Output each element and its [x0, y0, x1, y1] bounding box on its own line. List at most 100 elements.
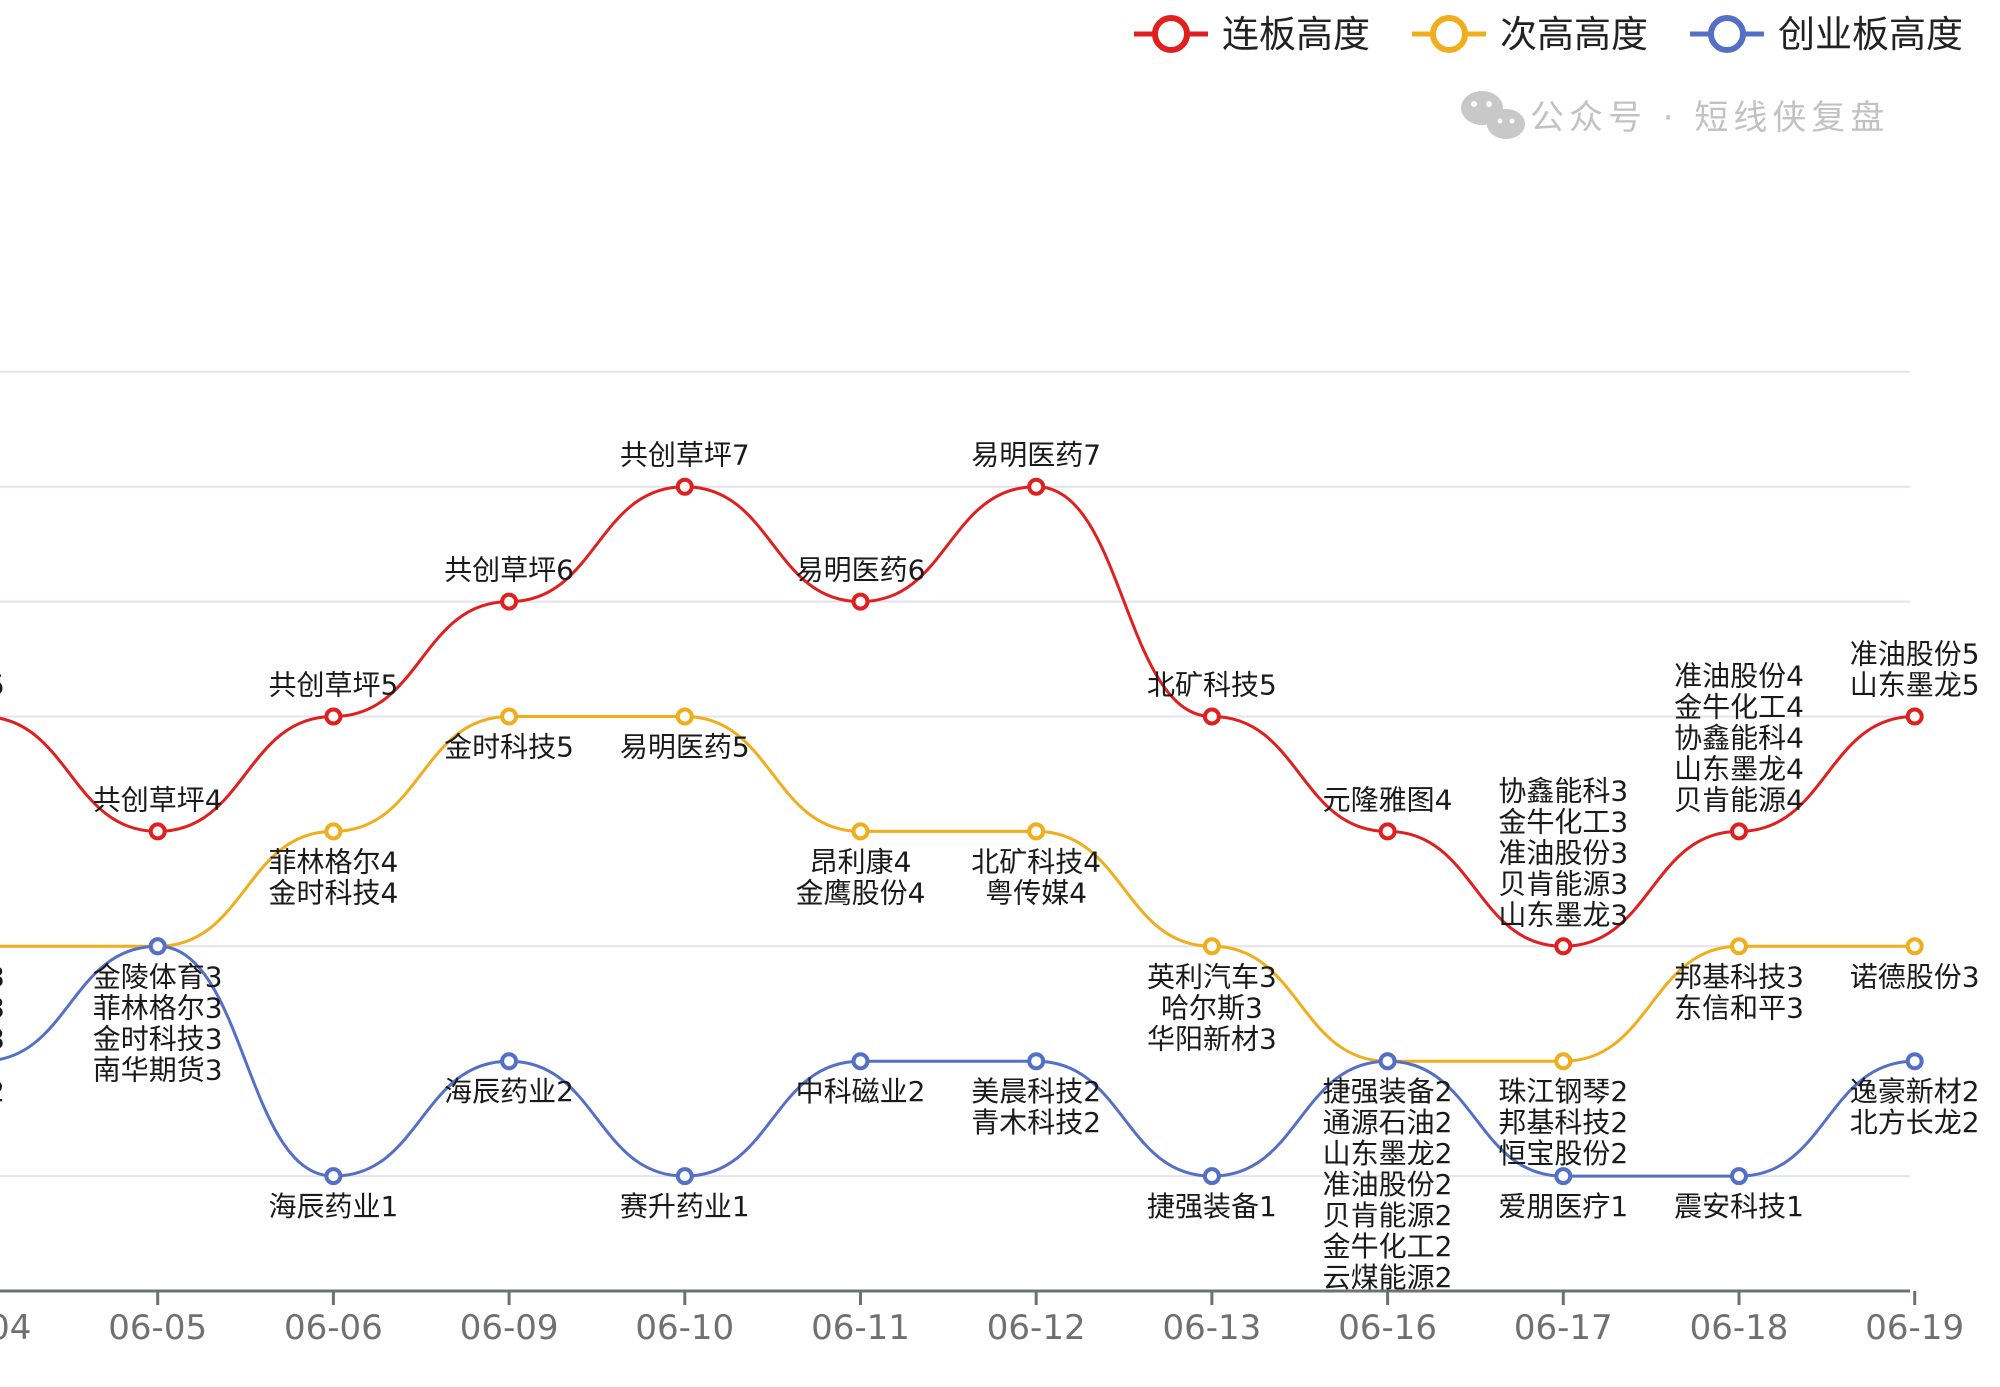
data-point-gem-0617[interactable]: [1554, 1167, 1573, 1186]
data-label-line: 粤传媒4: [985, 876, 1087, 909]
data-label-line: 海辰药业1: [268, 1190, 398, 1223]
legend-label-gem: 创业板高度: [1778, 13, 1963, 56]
data-label-gem-0618: 震安科技1: [1674, 1190, 1804, 1223]
x-tick-label-0613: 06-13: [1163, 1308, 1262, 1348]
data-point-limit-up-0605[interactable]: [148, 822, 167, 841]
data-label-line: 协鑫能科3: [1498, 774, 1628, 807]
data-point-limit-up-0612[interactable]: [1027, 477, 1046, 496]
data-label-line: 易明医药7: [971, 439, 1101, 472]
data-label-line: 东信和平3: [1674, 991, 1804, 1024]
data-point-second-0617[interactable]: [1554, 1052, 1573, 1071]
data-label-gem-0610: 赛升药业1: [620, 1190, 750, 1223]
data-point-gem-0605[interactable]: [148, 937, 167, 956]
data-label-gem-0616: 捷强装备2 通源石油2 山东墨龙2 准油股份2 贝肯能源2 金牛化工2 云煤能源2: [1323, 1075, 1453, 1294]
data-label-line: 云煤能源2: [1323, 1261, 1453, 1294]
data-label-limit-up-0619: 准油股份5 山东墨龙5: [1850, 638, 1980, 702]
data-label-line: 菲林格尔3: [93, 991, 223, 1024]
data-label-second-0618: 邦基科技3 东信和平3: [1674, 960, 1804, 1024]
data-label-line: 捷强装备2: [1323, 1075, 1453, 1108]
x-tick-label-0619: 06-19: [1865, 1308, 1964, 1348]
data-label-line: 德3: [0, 1022, 5, 1055]
x-tick-label-0612: 06-12: [987, 1308, 1086, 1348]
data-label-line: 准油股份2: [1323, 1168, 1453, 1201]
data-label-gem-0611: 中科磁业2: [796, 1075, 926, 1108]
data-point-gem-0609[interactable]: [500, 1052, 519, 1071]
data-label-line: 哈尔斯3: [1161, 991, 1263, 1024]
legend-label-limit-up: 连板高度: [1222, 13, 1370, 56]
data-label-limit-up-0604: 份5: [0, 669, 5, 702]
data-label-line: 坪3: [0, 991, 5, 1024]
data-point-gem-0619[interactable]: [1905, 1052, 1924, 1071]
data-label-limit-up-0606: 共创草坪5: [268, 669, 398, 702]
data-label-line: 准油股份4: [1674, 659, 1804, 692]
data-point-limit-up-0618[interactable]: [1730, 822, 1748, 841]
x-tick-label-0610: 06-10: [635, 1308, 734, 1348]
x-tick-label-0618: 06-18: [1690, 1308, 1789, 1348]
data-label-line: 协鑫能科4: [1674, 721, 1804, 754]
data-label-line: 英利汽车3: [1147, 960, 1277, 993]
data-point-second-0619[interactable]: [1905, 937, 1924, 956]
data-point-second-0618[interactable]: [1730, 937, 1748, 956]
data-label-line: 中科磁业2: [796, 1075, 926, 1108]
data-label-limit-up-0609: 共创草坪6: [444, 554, 574, 587]
watermark-text: 公众号 · 短线侠复盘: [1530, 98, 1889, 138]
x-tick-label-0611: 06-11: [811, 1308, 910, 1348]
data-point-gem-0611[interactable]: [851, 1052, 870, 1071]
data-label-gem-0613: 捷强装备1: [1147, 1190, 1277, 1223]
data-label-second-0619: 诺德股份3: [1850, 960, 1980, 993]
x-tick-label-0616: 06-16: [1338, 1308, 1437, 1348]
data-labels: 份5 共创草坪4 共创草坪5 共创草坪6 共创草坪7 易明医药6 易明医药7 北矿科技5 元隆雅…: [0, 439, 1980, 1294]
legend-item-gem[interactable]: 创业板高度: [1690, 13, 1963, 56]
data-label-line: 贝肯能源3: [1498, 867, 1628, 900]
x-tick-label-0604: 06-04: [0, 1308, 31, 1348]
data-label-second-0612: 北矿科技4 粤传媒4: [971, 845, 1101, 909]
data-point-second-0611[interactable]: [851, 822, 870, 841]
data-point-limit-up-0613[interactable]: [1202, 707, 1221, 726]
data-label-line: 捷强装备1: [1147, 1190, 1277, 1223]
data-point-gem-0606[interactable]: [324, 1167, 343, 1186]
data-point-second-0610[interactable]: [675, 707, 694, 726]
data-label-line: 共创草坪4: [93, 783, 223, 816]
data-label-line: 金陵体育3: [93, 960, 223, 993]
data-point-limit-up-0617[interactable]: [1554, 937, 1573, 956]
wechat-icon: [1461, 91, 1525, 139]
data-label-line: 山东墨龙5: [1850, 669, 1980, 702]
data-label-line: 金牛化工3: [1498, 805, 1628, 838]
data-label-gem-0617: 爱朋医疗1: [1498, 1190, 1628, 1223]
data-label-line: 金时科技4: [268, 876, 398, 909]
data-point-limit-up-0616[interactable]: [1378, 822, 1397, 841]
data-label-line: 通源石油2: [1323, 1106, 1453, 1139]
data-point-second-0613[interactable]: [1202, 937, 1221, 956]
legend-item-limit-up[interactable]: 连板高度: [1134, 13, 1370, 56]
data-point-limit-up-0619[interactable]: [1905, 707, 1924, 726]
data-label-second-0609: 金时科技5: [444, 731, 574, 764]
data-point-gem-0613[interactable]: [1202, 1167, 1221, 1186]
data-label-line: 山东墨龙4: [1674, 752, 1804, 785]
data-label-limit-up-0617: 协鑫能科3 金牛化工3 准油股份3 贝肯能源3 山东墨龙3: [1498, 774, 1628, 931]
data-label-limit-up-0612: 易明医药7: [971, 439, 1101, 472]
data-label-line: 金牛化工4: [1674, 690, 1804, 723]
data-label-line: 金时科技5: [444, 731, 574, 764]
data-point-second-0606[interactable]: [324, 822, 343, 841]
legend-label-second: 次高高度: [1500, 13, 1648, 56]
data-label-line: 北矿科技5: [1147, 669, 1277, 702]
data-label-line: 易明医药5: [620, 731, 750, 764]
data-label-line: 金牛化工2: [1323, 1230, 1453, 1263]
data-point-gem-0618[interactable]: [1730, 1167, 1748, 1186]
data-point-limit-up-0606[interactable]: [324, 707, 343, 726]
data-point-second-0612[interactable]: [1027, 822, 1046, 841]
data-label-second-0613: 英利汽车3 哈尔斯3 华阳新材3: [1147, 960, 1277, 1055]
legend-item-second[interactable]: 次高高度: [1412, 13, 1648, 56]
watermark: 公众号 · 短线侠复盘: [1461, 91, 1889, 139]
data-point-limit-up-0610[interactable]: [675, 477, 694, 496]
data-point-gem-0616[interactable]: [1378, 1052, 1397, 1071]
data-label-gem-0606: 海辰药业1: [268, 1190, 398, 1223]
legend[interactable]: 连板高度 次高高度 创业板高度: [1134, 13, 1963, 56]
data-point-gem-0612[interactable]: [1027, 1052, 1046, 1071]
data-point-gem-0610[interactable]: [675, 1167, 694, 1186]
data-point-second-0609[interactable]: [500, 707, 519, 726]
data-label-line: 珠江钢琴2: [1498, 1075, 1628, 1108]
data-label-line: 准油股份3: [1498, 836, 1628, 869]
data-point-limit-up-0611[interactable]: [851, 592, 870, 611]
data-point-limit-up-0609[interactable]: [500, 592, 519, 611]
